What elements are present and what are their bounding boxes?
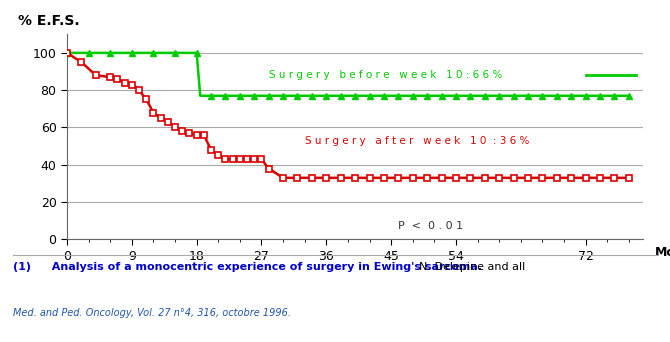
Text: N. Delepine and all: N. Delepine and all: [419, 262, 525, 272]
Text: S u r g e r y   b e f o r e   w e e k   1 0 : 6 6 %: S u r g e r y b e f o r e w e e k 1 0 : …: [269, 70, 502, 80]
Text: S u r g e r y   a f t e r   w e e k   1 0  : 3 6 %: S u r g e r y a f t e r w e e k 1 0 : 3 …: [305, 135, 529, 146]
Text: P  <  0 . 0 1: P < 0 . 0 1: [398, 221, 464, 231]
Text: Analysis of a monocentric experience of surgery in Ewing's sarcoma.: Analysis of a monocentric experience of …: [44, 262, 482, 272]
Text: Months: Months: [655, 246, 670, 259]
Text: (1): (1): [13, 262, 31, 272]
Text: % E.F.S.: % E.F.S.: [18, 14, 80, 28]
Text: Med. and Ped. Oncology, Vol. 27 n°4, 316, octobre 1996.: Med. and Ped. Oncology, Vol. 27 n°4, 316…: [13, 308, 291, 318]
